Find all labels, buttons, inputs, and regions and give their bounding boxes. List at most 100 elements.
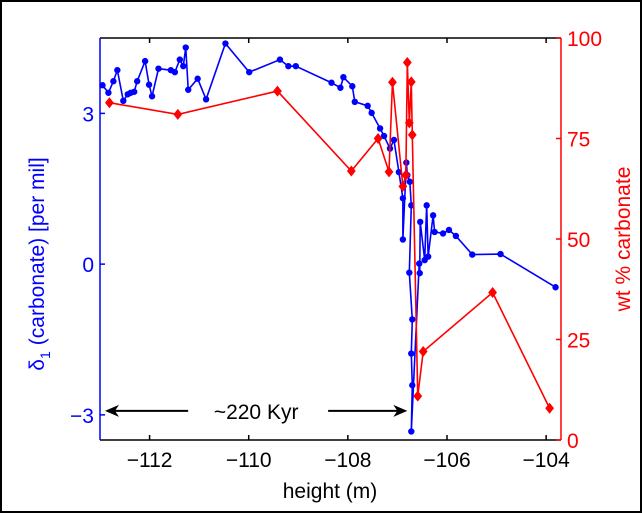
blue-data-point xyxy=(452,232,460,240)
y-left-tick-label: −3 xyxy=(70,405,94,428)
red-data-point xyxy=(402,57,412,69)
blue-data-point xyxy=(292,62,300,70)
blue-data-point xyxy=(409,316,416,323)
blue-data-point xyxy=(423,202,430,209)
blue-data-point xyxy=(222,40,229,47)
blue-data-point xyxy=(429,212,437,219)
blue-data-point xyxy=(145,81,153,88)
blue-data-point xyxy=(155,65,162,72)
red-data-point xyxy=(388,76,397,88)
blue-data-point xyxy=(351,98,358,106)
red-data-point xyxy=(105,97,114,109)
y-left-tick-label: 0 xyxy=(82,254,94,277)
blue-data-point xyxy=(202,96,210,103)
blue-data-point xyxy=(194,75,201,82)
blue-data-point xyxy=(99,82,106,89)
x-tick-label: −108 xyxy=(324,449,371,472)
annotation-220kyr: ~220 Kyr xyxy=(104,401,408,424)
red-series-wt-carbonate xyxy=(105,57,554,414)
red-data-point xyxy=(373,133,383,144)
blue-data-point xyxy=(406,178,414,185)
red-data-point xyxy=(401,169,411,181)
blue-data-point xyxy=(364,102,371,110)
blue-data-point xyxy=(390,136,398,144)
red-data-point xyxy=(384,166,394,178)
red-data-point xyxy=(398,180,408,192)
blue-data-point xyxy=(497,250,504,258)
blue-data-point xyxy=(399,236,407,243)
y-left-ticks: −3 0 3 xyxy=(70,103,105,428)
blue-data-point xyxy=(340,73,347,81)
blue-data-point xyxy=(409,382,416,389)
blue-data-point xyxy=(408,350,415,357)
blue-data-point xyxy=(120,97,127,105)
blue-data-point xyxy=(406,269,413,276)
red-data-point xyxy=(273,85,282,97)
blue-data-point xyxy=(337,84,344,91)
x-tick-label: −106 xyxy=(423,449,470,472)
delta-subscript: 1 xyxy=(37,351,53,359)
x-ticks: −112 −110 −108 −106 −104 xyxy=(127,38,570,472)
blue-data-point xyxy=(110,78,117,85)
x-tick-label: −104 xyxy=(522,449,570,472)
blue-data-point xyxy=(408,202,415,209)
blue-data-point xyxy=(182,44,189,51)
blue-data-point xyxy=(376,125,384,132)
blue-data-point xyxy=(445,226,453,234)
blue-data-point xyxy=(185,86,192,93)
y-axis-left-label-text: (carbonate) [per mil] xyxy=(26,157,49,345)
blue-data-point xyxy=(552,284,559,291)
blue-data-point xyxy=(416,260,423,267)
y-right-tick-label: 50 xyxy=(567,229,590,252)
red-data-point xyxy=(413,390,423,402)
blue-data-point xyxy=(246,68,253,76)
blue-data-point xyxy=(431,228,438,236)
blue-data-point xyxy=(180,62,187,70)
delta-symbol: δ xyxy=(26,359,49,371)
blue-data-point xyxy=(368,109,375,117)
blue-data-point xyxy=(380,132,388,140)
arrow-left-head-icon xyxy=(104,404,119,417)
red-data-point xyxy=(406,76,416,88)
x-tick-label: −112 xyxy=(127,449,173,472)
y-right-tick-label: 100 xyxy=(567,28,602,51)
arrow-right-head-icon xyxy=(393,404,408,417)
blue-data-point xyxy=(131,88,138,95)
blue-data-point xyxy=(469,251,476,258)
blue-data-point xyxy=(424,253,432,260)
blue-data-point xyxy=(399,195,407,202)
y-right-tick-label: 25 xyxy=(567,330,590,353)
blue-data-point xyxy=(328,79,335,86)
blue-data-point xyxy=(285,62,292,70)
y-axis-right-label: wt % carbonate xyxy=(612,167,635,313)
y-axis-left-label: δ1 (carbonate) [per mil] xyxy=(26,157,53,370)
blue-data-point xyxy=(176,56,184,63)
y-left-tick-label: 3 xyxy=(82,103,94,126)
blue-data-point xyxy=(114,66,121,74)
blue-data-point xyxy=(276,56,284,63)
red-data-point xyxy=(407,129,417,141)
blue-data-point xyxy=(171,68,179,76)
blue-series-delta1 xyxy=(99,40,559,435)
red-data-point xyxy=(418,346,428,358)
red-data-point xyxy=(404,117,414,129)
blue-data-point xyxy=(148,93,156,100)
red-data-point xyxy=(346,165,356,177)
x-tick-label: −110 xyxy=(226,449,272,472)
blue-series-line xyxy=(101,41,556,432)
x-axis-label: height (m) xyxy=(283,480,378,503)
blue-data-point xyxy=(349,83,356,90)
y-right-tick-label: 75 xyxy=(567,129,590,152)
red-data-point xyxy=(173,108,183,120)
y-right-ticks: 0 25 50 75 100 xyxy=(556,28,602,453)
y-right-tick-label: 0 xyxy=(567,430,579,453)
blue-data-point xyxy=(439,230,447,237)
red-data-point xyxy=(488,286,497,298)
red-data-point xyxy=(545,402,554,414)
blue-data-point xyxy=(105,89,112,96)
blue-data-point xyxy=(133,78,141,85)
blue-data-point xyxy=(408,428,415,435)
blue-data-point xyxy=(417,218,424,226)
